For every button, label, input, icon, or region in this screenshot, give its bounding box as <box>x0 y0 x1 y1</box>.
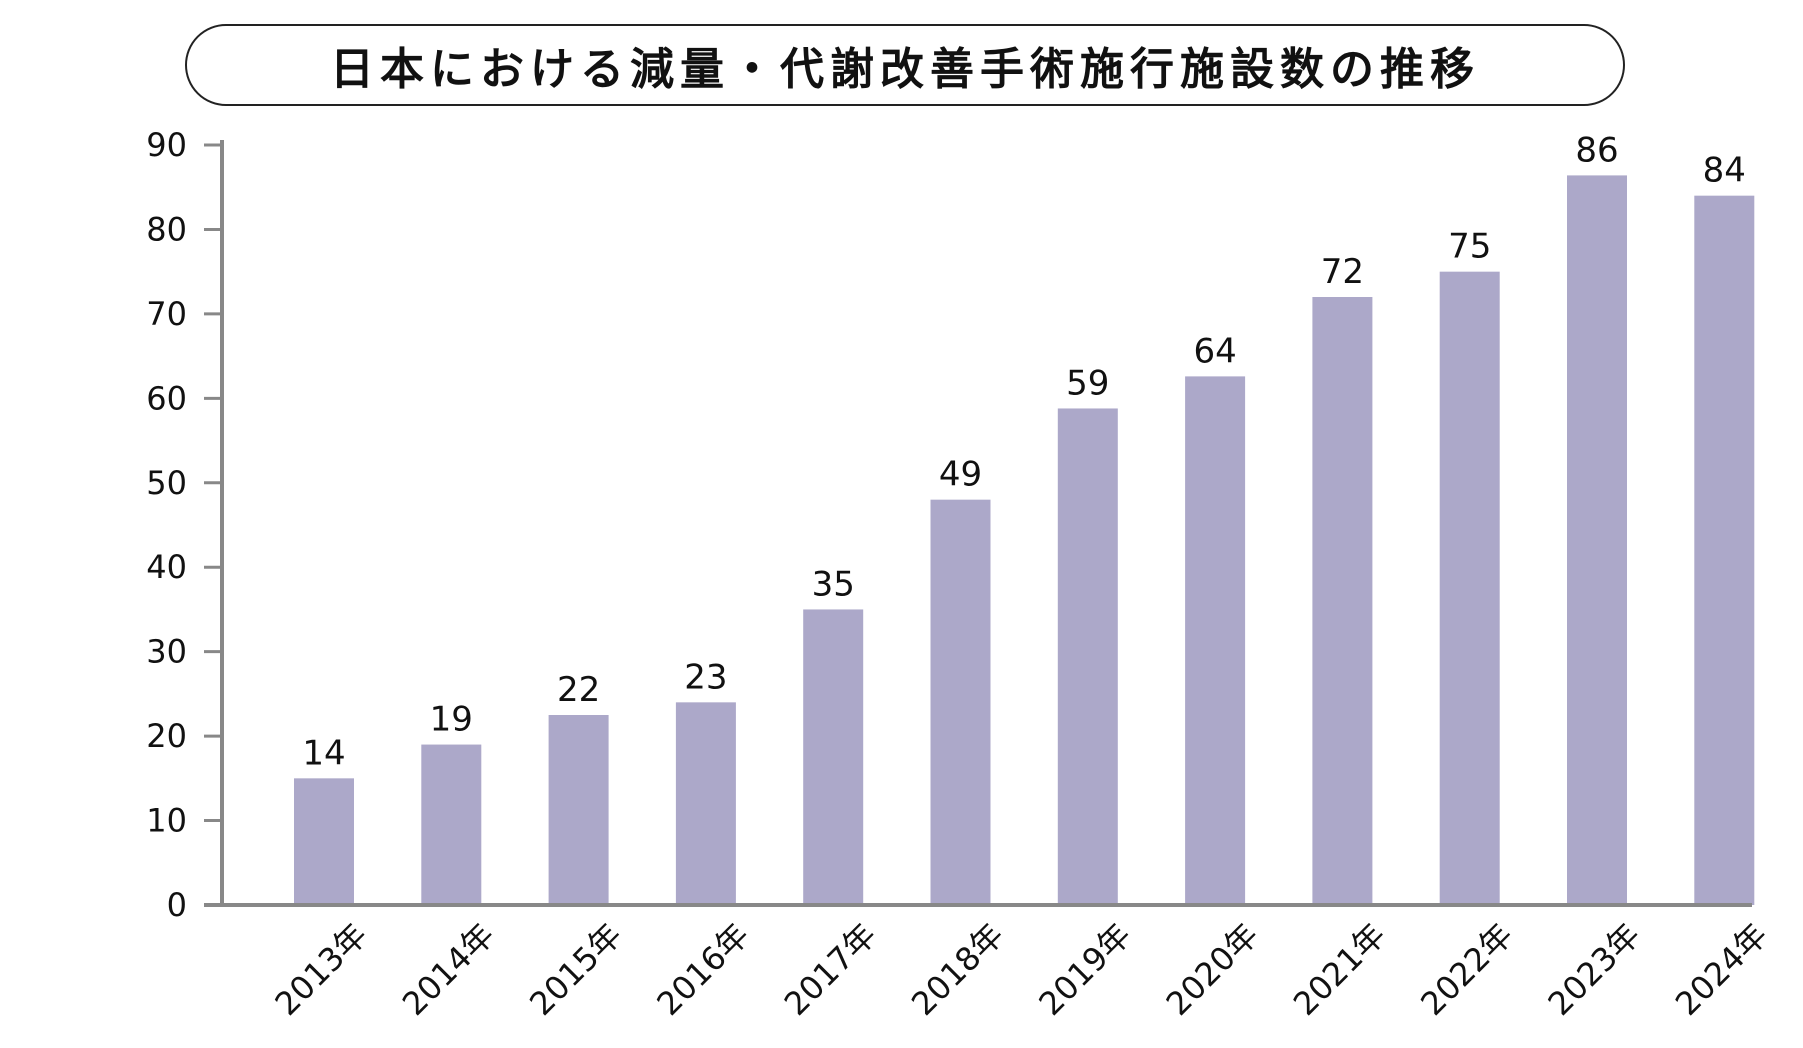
bar <box>1185 376 1246 905</box>
x-tick-label: 2020年 <box>1159 916 1266 1023</box>
bar <box>1057 408 1118 905</box>
data-label: 72 <box>1321 252 1364 292</box>
data-label: 86 <box>1575 130 1618 170</box>
bar <box>1694 195 1755 905</box>
y-tick-label: 20 <box>146 717 187 755</box>
x-tick-label: 2017年 <box>777 916 884 1023</box>
y-tick-label: 0 <box>167 886 187 924</box>
x-tick-label: 2021年 <box>1286 916 1393 1023</box>
y-tick-label: 60 <box>146 379 187 417</box>
data-labels: 14 19 22 23 35 49 59 64 72 75 86 84 <box>302 130 1746 773</box>
data-label: 49 <box>939 455 982 495</box>
bar <box>930 499 991 905</box>
x-tick-label: 2014年 <box>395 916 502 1023</box>
x-tick-label: 2013年 <box>268 916 375 1023</box>
chart-title: 日本における減量・代謝改善手術施行施設数の推移 <box>330 44 1480 95</box>
x-tick-label: 2015年 <box>522 916 629 1023</box>
data-label: 75 <box>1448 227 1491 267</box>
y-tick-label: 70 <box>146 295 187 333</box>
x-tick-label: 2019年 <box>1031 916 1138 1023</box>
data-label: 23 <box>684 657 727 697</box>
y-tick-label: 10 <box>146 802 187 840</box>
bar <box>803 609 864 905</box>
data-label: 59 <box>1066 363 1109 403</box>
x-tick-label: 2016年 <box>649 916 756 1023</box>
data-label: 22 <box>557 670 600 710</box>
x-tick-label: 2024年 <box>1668 916 1775 1023</box>
y-tick-label: 30 <box>146 633 187 671</box>
bar <box>1567 175 1627 905</box>
y-axis-ticks: 0 10 20 30 40 50 60 70 80 90 <box>146 126 222 924</box>
data-label: 64 <box>1193 331 1236 371</box>
data-label: 14 <box>302 733 345 773</box>
y-tick-label: 80 <box>146 210 187 248</box>
y-tick-label: 40 <box>146 548 187 586</box>
chart-title-box: 日本における減量・代謝改善手術施行施設数の推移 <box>185 24 1625 106</box>
data-label: 35 <box>812 564 855 604</box>
x-tick-label: 2018年 <box>904 916 1011 1023</box>
y-tick-label: 90 <box>146 126 187 164</box>
bar <box>294 778 354 905</box>
data-label: 84 <box>1703 151 1746 191</box>
bar <box>1312 297 1373 905</box>
bar <box>675 702 736 905</box>
x-tick-label: 2022年 <box>1413 916 1520 1023</box>
axes <box>204 140 1752 907</box>
y-tick-label: 50 <box>146 464 187 502</box>
bar <box>548 715 609 905</box>
x-axis-labels: 2013年 2014年 2015年 2016年 2017年 2018年 2019年 2020年… <box>268 916 1775 1023</box>
bar <box>421 744 482 905</box>
bars <box>294 175 1755 906</box>
x-tick-label: 2023年 <box>1541 916 1648 1023</box>
bar <box>1439 271 1500 906</box>
data-label: 19 <box>430 700 473 740</box>
